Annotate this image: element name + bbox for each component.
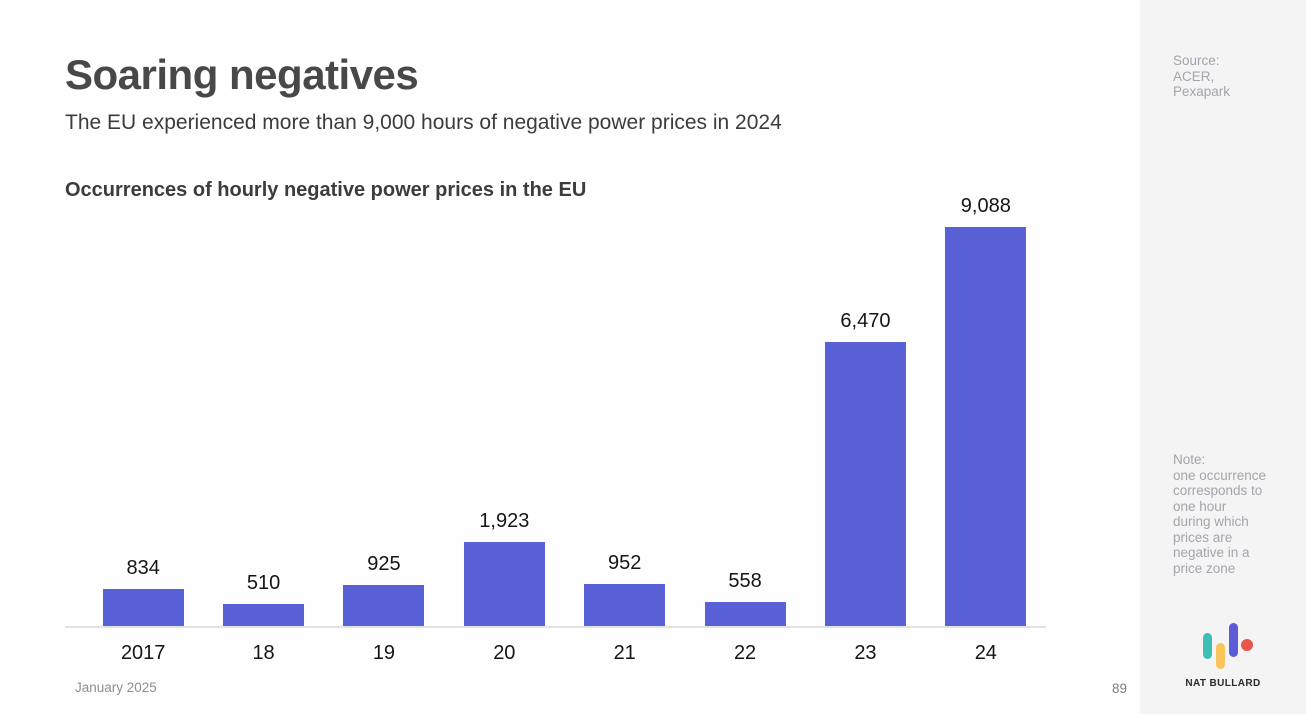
page-number: 89 <box>1111 681 1127 696</box>
bar <box>223 603 305 626</box>
x-axis-label: 2017 <box>120 642 166 664</box>
bar-value-label: 952 <box>608 552 642 575</box>
bar <box>102 589 184 626</box>
logo-mark-icon <box>1194 618 1253 670</box>
bar-value-label: 510 <box>246 571 281 594</box>
bar-slot: 834 <box>83 557 203 626</box>
x-axis-label: 21 <box>613 642 636 664</box>
x-axis-label: 20 <box>493 642 516 664</box>
bar-slot: 9,088 <box>926 195 1046 626</box>
bar-value-label: 834 <box>126 557 160 580</box>
bar-slot: 510 <box>203 572 323 626</box>
methodology-note: Note: one occurrence corresponds to one … <box>1173 452 1267 576</box>
x-axis-label: 19 <box>372 642 396 664</box>
bar <box>343 585 425 626</box>
bar-slot: 6,470 <box>805 310 925 626</box>
sidebar: Source: ACER, Pexapark Note: one occurre… <box>1140 0 1306 714</box>
logo-teal-bar-icon <box>1203 633 1212 659</box>
bar <box>584 584 666 626</box>
bar-value-label: 925 <box>367 553 401 576</box>
logo-text: NAT BULLARD <box>1185 678 1261 689</box>
x-axis-label: 24 <box>974 642 997 664</box>
bar-value-label: 9,088 <box>960 195 1011 217</box>
page-subtitle: The EU experienced more than 9,000 hours… <box>65 111 782 134</box>
bar <box>463 541 545 626</box>
bar <box>945 227 1027 626</box>
logo-red-dot-icon <box>1241 639 1253 651</box>
bar-value-label: 6,470 <box>840 309 891 332</box>
bar-value-label: 558 <box>728 569 762 592</box>
source-note: Source: ACER, Pexapark <box>1173 53 1231 99</box>
main-content: Soaring negatives The EU experienced mor… <box>65 51 1127 696</box>
x-axis-labels: 2017 18 19 20 21 22 23 24 <box>65 642 1046 665</box>
nat-bullard-logo: NAT BULLARD <box>1140 618 1306 689</box>
bar-slot: 558 <box>685 569 805 626</box>
footer-date: January 2025 <box>75 680 157 695</box>
bar-value-label: 1,923 <box>479 509 530 532</box>
bar-slot: 1,923 <box>444 510 564 626</box>
bar-slot: 952 <box>565 552 685 626</box>
bar-slot: 925 <box>324 553 444 626</box>
bar <box>824 341 906 626</box>
x-axis-label: 23 <box>854 642 877 664</box>
x-axis-label: 18 <box>252 642 275 664</box>
chart-title: Occurrences of hourly negative power pri… <box>65 179 587 201</box>
bar <box>704 601 786 626</box>
x-axis-label: 22 <box>733 642 757 664</box>
logo-blue-bar-icon <box>1229 623 1238 657</box>
page-title: Soaring negatives <box>65 51 419 98</box>
bar-chart: 834 510 925 1,923 952 558 6,470 9,088 <box>65 195 1046 628</box>
logo-yellow-bar-icon <box>1216 643 1225 669</box>
